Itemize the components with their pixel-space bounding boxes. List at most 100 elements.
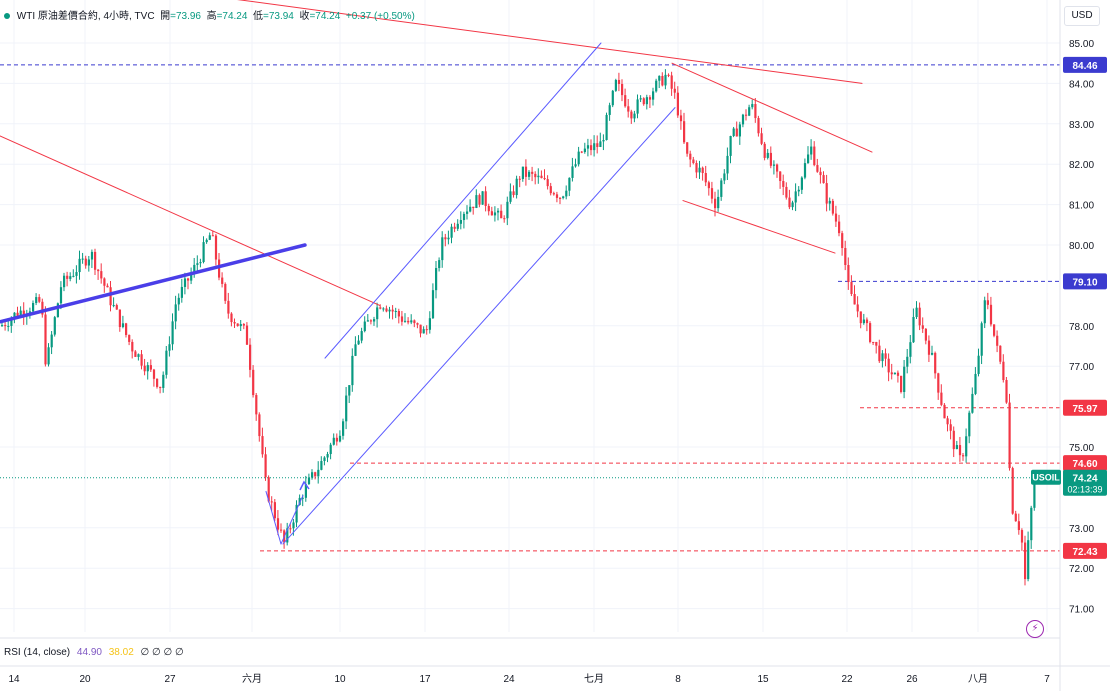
currency-button[interactable]: USD (1064, 6, 1100, 26)
candle-body (348, 385, 351, 396)
candle-body (664, 74, 667, 86)
candle-body (109, 287, 112, 306)
y-tick-label: 77.00 (1069, 362, 1094, 373)
trendline[interactable] (671, 62, 873, 153)
candle-body (258, 414, 261, 437)
trendline[interactable] (324, 42, 602, 359)
x-tick-label: 24 (503, 674, 515, 685)
chart-grid (0, 0, 1060, 632)
candle-body (630, 111, 633, 119)
candle-body (295, 504, 298, 523)
candle-body (903, 366, 906, 392)
candle-body (729, 136, 732, 156)
candle-body (1020, 530, 1024, 543)
trendline[interactable] (280, 494, 304, 545)
candle-body (391, 309, 394, 312)
trendline[interactable] (282, 107, 676, 545)
y-tick-label: 82.00 (1069, 160, 1094, 171)
lightning-icon[interactable]: ⚡ (1026, 620, 1044, 638)
candle-body (221, 277, 224, 284)
candle-body (360, 331, 363, 341)
candle-body (168, 344, 171, 351)
candle-body (788, 197, 791, 208)
price-label-text: 74.24 (1072, 474, 1097, 485)
candle-body (940, 392, 943, 405)
candle-body (896, 372, 900, 376)
candle-body (546, 179, 549, 187)
rsi-value: 44.90 (76, 647, 102, 658)
trendline[interactable] (682, 200, 836, 254)
trendlines[interactable] (0, 0, 873, 545)
candle-body (121, 323, 125, 328)
candle-body (574, 164, 577, 167)
candle-body (196, 263, 199, 265)
candle-body (230, 313, 233, 323)
candle-body (314, 472, 317, 477)
candle-body (416, 323, 419, 325)
candle-body (366, 320, 369, 322)
candle-body (239, 324, 242, 327)
candle-body (766, 152, 769, 158)
candle-body (351, 355, 354, 386)
candle-body (388, 309, 391, 312)
candle-body (949, 424, 952, 431)
candle-body (1024, 542, 1027, 580)
candle-body (803, 163, 807, 178)
candle-body (825, 183, 828, 204)
close-value: =74.24 (309, 11, 341, 22)
candle-body (506, 201, 509, 219)
candle-body (822, 175, 825, 184)
candle-body (900, 375, 903, 392)
y-tick-label: 75.00 (1069, 443, 1094, 454)
rsi-legend[interactable]: RSI (14, close) 44.90 38.02 ∅ ∅ ∅ ∅ (4, 647, 184, 658)
close-label: 收 (299, 11, 310, 22)
candle-body (115, 305, 118, 310)
price-label-box (1063, 56, 1107, 73)
candle-body (794, 191, 797, 203)
candle-body (162, 374, 165, 388)
candle-body (946, 418, 949, 425)
candle-body (760, 133, 763, 144)
candle-body (385, 308, 388, 312)
candle-body (255, 395, 258, 415)
candle-body (757, 118, 760, 134)
candle-body (97, 269, 100, 272)
candle-body (242, 324, 245, 326)
candle-body (763, 143, 766, 158)
rsi-label: RSI (14, close) (4, 647, 71, 658)
candle-body (425, 329, 428, 331)
candle-body (875, 342, 878, 346)
candle-body (407, 320, 410, 323)
candle-body (264, 454, 267, 478)
candle-body (149, 365, 152, 370)
candle-body (524, 166, 528, 177)
candle-body (723, 173, 726, 181)
trendline[interactable] (0, 135, 381, 307)
trendline[interactable] (265, 490, 282, 545)
candle-body (841, 233, 844, 249)
candle-body (276, 518, 280, 530)
x-tick-label: 8 (675, 674, 681, 685)
candle-body (782, 181, 785, 187)
candle-body (816, 165, 819, 172)
candle-body (772, 164, 776, 166)
trendline[interactable] (200, 0, 863, 84)
candle-body (807, 154, 810, 164)
trendline[interactable] (0, 243, 307, 324)
x-tick-label: 17 (419, 674, 431, 685)
candle-body (280, 529, 283, 531)
candle-body (608, 105, 611, 115)
candle-body (326, 454, 329, 458)
candle-body (410, 320, 413, 323)
candle-body (1027, 540, 1030, 580)
candle-body (652, 91, 655, 100)
candle-body (865, 319, 869, 324)
candle-body (838, 221, 841, 234)
candle-body (81, 258, 84, 260)
candle-body (679, 115, 683, 122)
candle-body (624, 95, 627, 107)
candle-body (555, 194, 559, 198)
candle-body (983, 300, 986, 324)
